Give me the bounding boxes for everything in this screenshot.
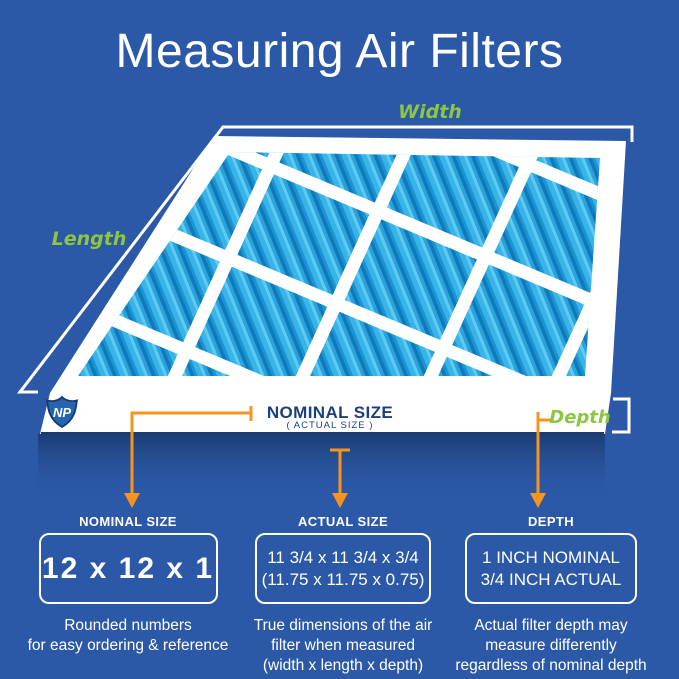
depth-value-actual: 3/4 INCH ACTUAL bbox=[480, 569, 622, 589]
caption-line: measure differently bbox=[485, 637, 617, 654]
pointer-arrows bbox=[124, 406, 553, 508]
actual-size-column: ACTUAL SIZE 11 3/4 x 11 3/4 x 3/4 (11.75… bbox=[235, 514, 451, 676]
band-actual-size-label: ( ACTUAL SIZE ) bbox=[286, 420, 374, 431]
caption-line: Rounded numbers bbox=[64, 617, 192, 634]
band-nominal-size-label: NOMINAL SIZE bbox=[266, 403, 394, 422]
actual-size-heading: ACTUAL SIZE bbox=[297, 514, 389, 529]
caption-line: (width x length x depth) bbox=[262, 657, 424, 674]
nominal-size-value: 12 x 12 x 1 bbox=[41, 551, 215, 585]
actual-size-box: 11 3/4 x 11 3/4 x 3/4 (11.75 x 11.75 x 0… bbox=[255, 533, 431, 604]
actual-size-value-fraction: 11 3/4 x 11 3/4 x 3/4 bbox=[267, 547, 419, 567]
filter-shadow bbox=[38, 434, 605, 500]
caption-line: True dimensions of the air bbox=[253, 617, 433, 634]
depth-caption: Actual filter depth may measure differen… bbox=[443, 616, 659, 676]
depth-value-nominal: 1 INCH NOMINAL bbox=[482, 547, 620, 567]
caption-line: Actual filter depth may bbox=[474, 617, 628, 634]
nominal-size-box: 12 x 12 x 1 bbox=[38, 533, 218, 604]
brand-shield-icon: NP bbox=[45, 395, 79, 429]
nominal-size-column: NOMINAL SIZE 12 x 12 x 1 Rounded numbers… bbox=[20, 514, 236, 656]
depth-column: DEPTH 1 INCH NOMINAL 3/4 INCH ACTUAL Act… bbox=[443, 514, 659, 676]
depth-box: 1 INCH NOMINAL 3/4 INCH ACTUAL bbox=[465, 533, 637, 604]
nominal-size-heading: NOMINAL SIZE bbox=[79, 514, 177, 529]
length-label: Length bbox=[51, 228, 127, 250]
nominal-size-pointer-arrow bbox=[124, 406, 253, 508]
depth-pointer-arrow bbox=[530, 412, 553, 508]
width-length-bracket bbox=[16, 125, 634, 394]
caption-line: for easy ordering & reference bbox=[27, 637, 229, 654]
depth-label: Depth bbox=[549, 407, 611, 428]
depth-heading: DEPTH bbox=[527, 514, 575, 529]
depth-bracket bbox=[612, 397, 631, 434]
actual-size-caption: True dimensions of the air filter when m… bbox=[235, 616, 451, 676]
brand-logo-text: NP bbox=[53, 405, 71, 420]
width-label: Width bbox=[398, 101, 462, 123]
caption-line: regardless of nominal depth bbox=[455, 657, 647, 674]
caption-line: filter when measured bbox=[271, 637, 415, 654]
filter-front-band bbox=[40, 393, 611, 434]
page-title: Measuring Air Filters bbox=[115, 25, 564, 78]
filter-media bbox=[78, 152, 600, 376]
actual-size-value-decimal: (11.75 x 11.75 x 0.75) bbox=[261, 569, 425, 589]
nominal-size-caption: Rounded numbers for easy ordering & refe… bbox=[20, 616, 236, 656]
actual-size-pointer-arrow bbox=[330, 448, 350, 508]
